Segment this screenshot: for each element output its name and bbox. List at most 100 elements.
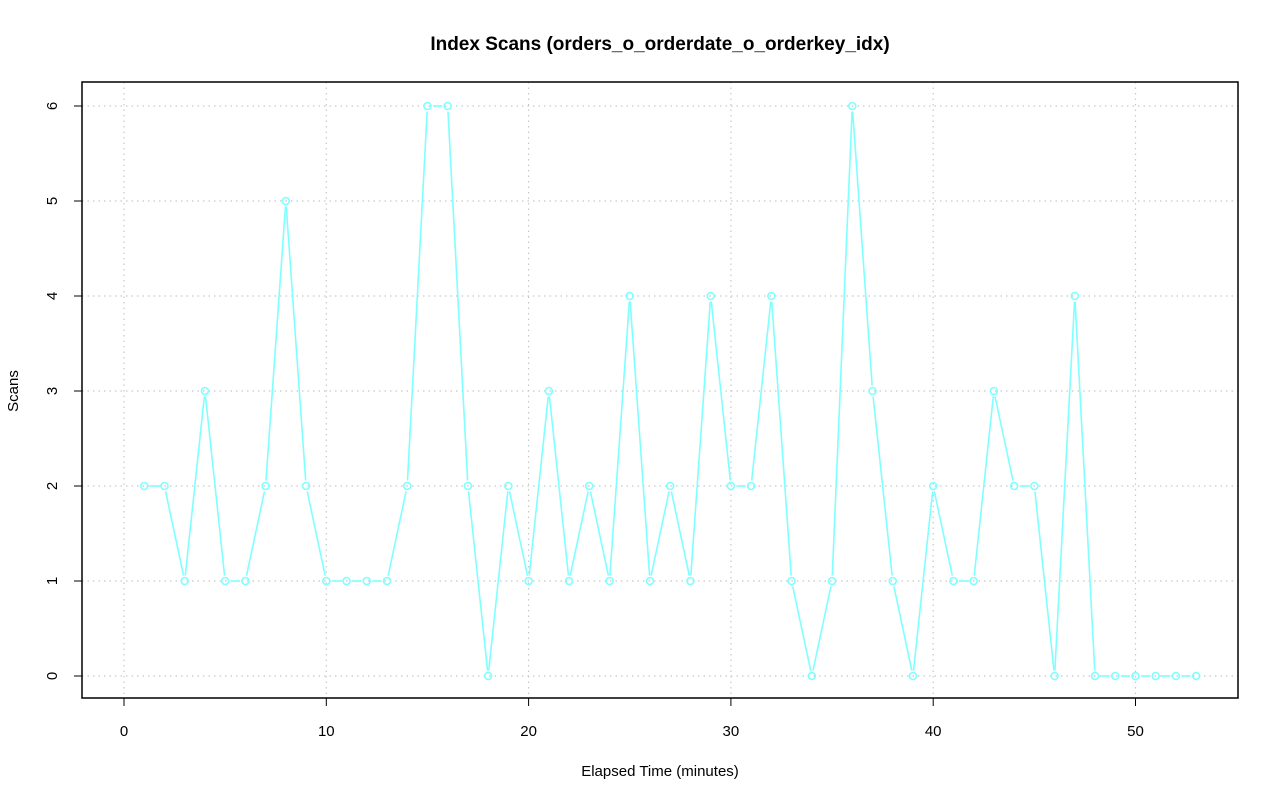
- series-line-segment: [204, 396, 226, 576]
- data-point: [139, 481, 149, 491]
- series-line-segment: [912, 491, 934, 671]
- data-point: [645, 576, 655, 586]
- y-tick-label: 4: [44, 292, 61, 300]
- series-line-segment: [528, 396, 550, 576]
- data-point: [726, 481, 736, 491]
- x-tick-label: 20: [520, 723, 537, 740]
- series-line-segment: [447, 111, 469, 481]
- series-line-segment: [994, 396, 1014, 481]
- data-point: [180, 576, 189, 586]
- data-point: [524, 576, 533, 586]
- data-point: [1171, 671, 1181, 681]
- data-point: [220, 576, 230, 586]
- series-line-segment: [770, 301, 792, 576]
- series-line-segment: [164, 491, 185, 576]
- series-line-segment: [1054, 301, 1076, 671]
- data-point: [402, 481, 412, 491]
- series-line-segment: [893, 586, 913, 671]
- data-point: [605, 576, 614, 586]
- x-tick-label: 0: [120, 723, 128, 740]
- y-axis-label: Scans: [5, 370, 22, 412]
- x-tick-label: 50: [1127, 723, 1144, 740]
- y-tick-label: 1: [44, 577, 61, 585]
- series-line-segment: [406, 111, 428, 481]
- x-axis: 0 10 20 30 40 50: [120, 698, 1144, 740]
- data-point: [1030, 481, 1039, 491]
- series-line-segment: [265, 206, 287, 481]
- data-point: [1151, 671, 1161, 681]
- series-line-segment: [184, 396, 206, 576]
- series-line-segment: [650, 491, 670, 576]
- series-line-segment: [791, 586, 812, 671]
- x-tick-label: 40: [925, 723, 942, 740]
- data-point: [544, 386, 554, 396]
- data-point: [746, 481, 756, 491]
- series-line-segment: [973, 396, 995, 576]
- data-point: [483, 671, 493, 681]
- data-point: [989, 386, 999, 396]
- data-point: [200, 386, 210, 396]
- data-point: [584, 481, 594, 491]
- data-point: [362, 576, 372, 586]
- series-line-segment: [467, 491, 489, 671]
- data-point: [321, 576, 331, 586]
- data-point: [686, 576, 695, 586]
- data-point: [241, 576, 250, 586]
- data-point: [665, 481, 675, 491]
- data-point: [1110, 671, 1120, 681]
- data-point: [261, 481, 270, 491]
- series-line-segment: [629, 301, 651, 576]
- x-axis-label: Elapsed Time (minutes): [581, 763, 739, 780]
- y-tick-label: 0: [44, 672, 61, 680]
- data-point: [342, 576, 351, 586]
- data-point: [767, 291, 776, 301]
- data-point: [1050, 671, 1059, 681]
- series-line-segment: [589, 491, 610, 576]
- series-line-segment: [690, 301, 712, 576]
- data-point: [868, 386, 877, 396]
- plot-frame: [81, 81, 1239, 699]
- series-line-segment: [1074, 301, 1096, 671]
- data-point: [1131, 671, 1140, 681]
- data-point: [301, 481, 311, 491]
- series-line-segment: [831, 111, 853, 576]
- series-line-segment: [812, 586, 832, 671]
- data-point: [1009, 481, 1019, 491]
- data-point: [969, 576, 978, 586]
- y-tick-label: 3: [44, 387, 61, 395]
- series-line-segment: [750, 301, 772, 481]
- data-point: [949, 576, 958, 586]
- grid-lines: [82, 82, 1238, 698]
- x-tick-label: 10: [318, 723, 335, 740]
- data-point: [1070, 291, 1080, 301]
- series-line-segment: [306, 491, 326, 576]
- series-line-segment: [710, 301, 732, 481]
- y-tick-label: 5: [44, 197, 61, 205]
- data-point: [787, 576, 796, 586]
- data-point: [463, 481, 473, 491]
- data-point: [625, 291, 635, 301]
- series-line-segment: [670, 491, 691, 576]
- series-line-segment: [872, 396, 893, 576]
- x-tick-label: 30: [723, 723, 740, 740]
- y-tick-label: 6: [44, 102, 61, 110]
- data-point: [847, 101, 857, 111]
- data-point: [564, 576, 574, 586]
- series-line-segment: [245, 491, 266, 576]
- series-line-segment: [285, 206, 307, 481]
- series-scans: [139, 101, 1201, 681]
- data-point: [160, 481, 169, 491]
- series-line-segment: [1034, 491, 1055, 671]
- series-line-segment: [933, 491, 954, 576]
- series-line-segment: [548, 396, 570, 576]
- data-point: [1191, 671, 1201, 681]
- data-point: [281, 196, 291, 206]
- chart-title: Index Scans (orders_o_orderdate_o_orderk…: [430, 34, 889, 55]
- series-line-segment: [508, 491, 529, 576]
- series-line-segment: [851, 111, 873, 386]
- data-point: [706, 291, 715, 301]
- series-line-segment: [487, 491, 509, 671]
- data-point: [807, 671, 817, 681]
- y-axis: 0 1 2 3 4 5 6: [44, 102, 82, 680]
- data-point: [1090, 671, 1100, 681]
